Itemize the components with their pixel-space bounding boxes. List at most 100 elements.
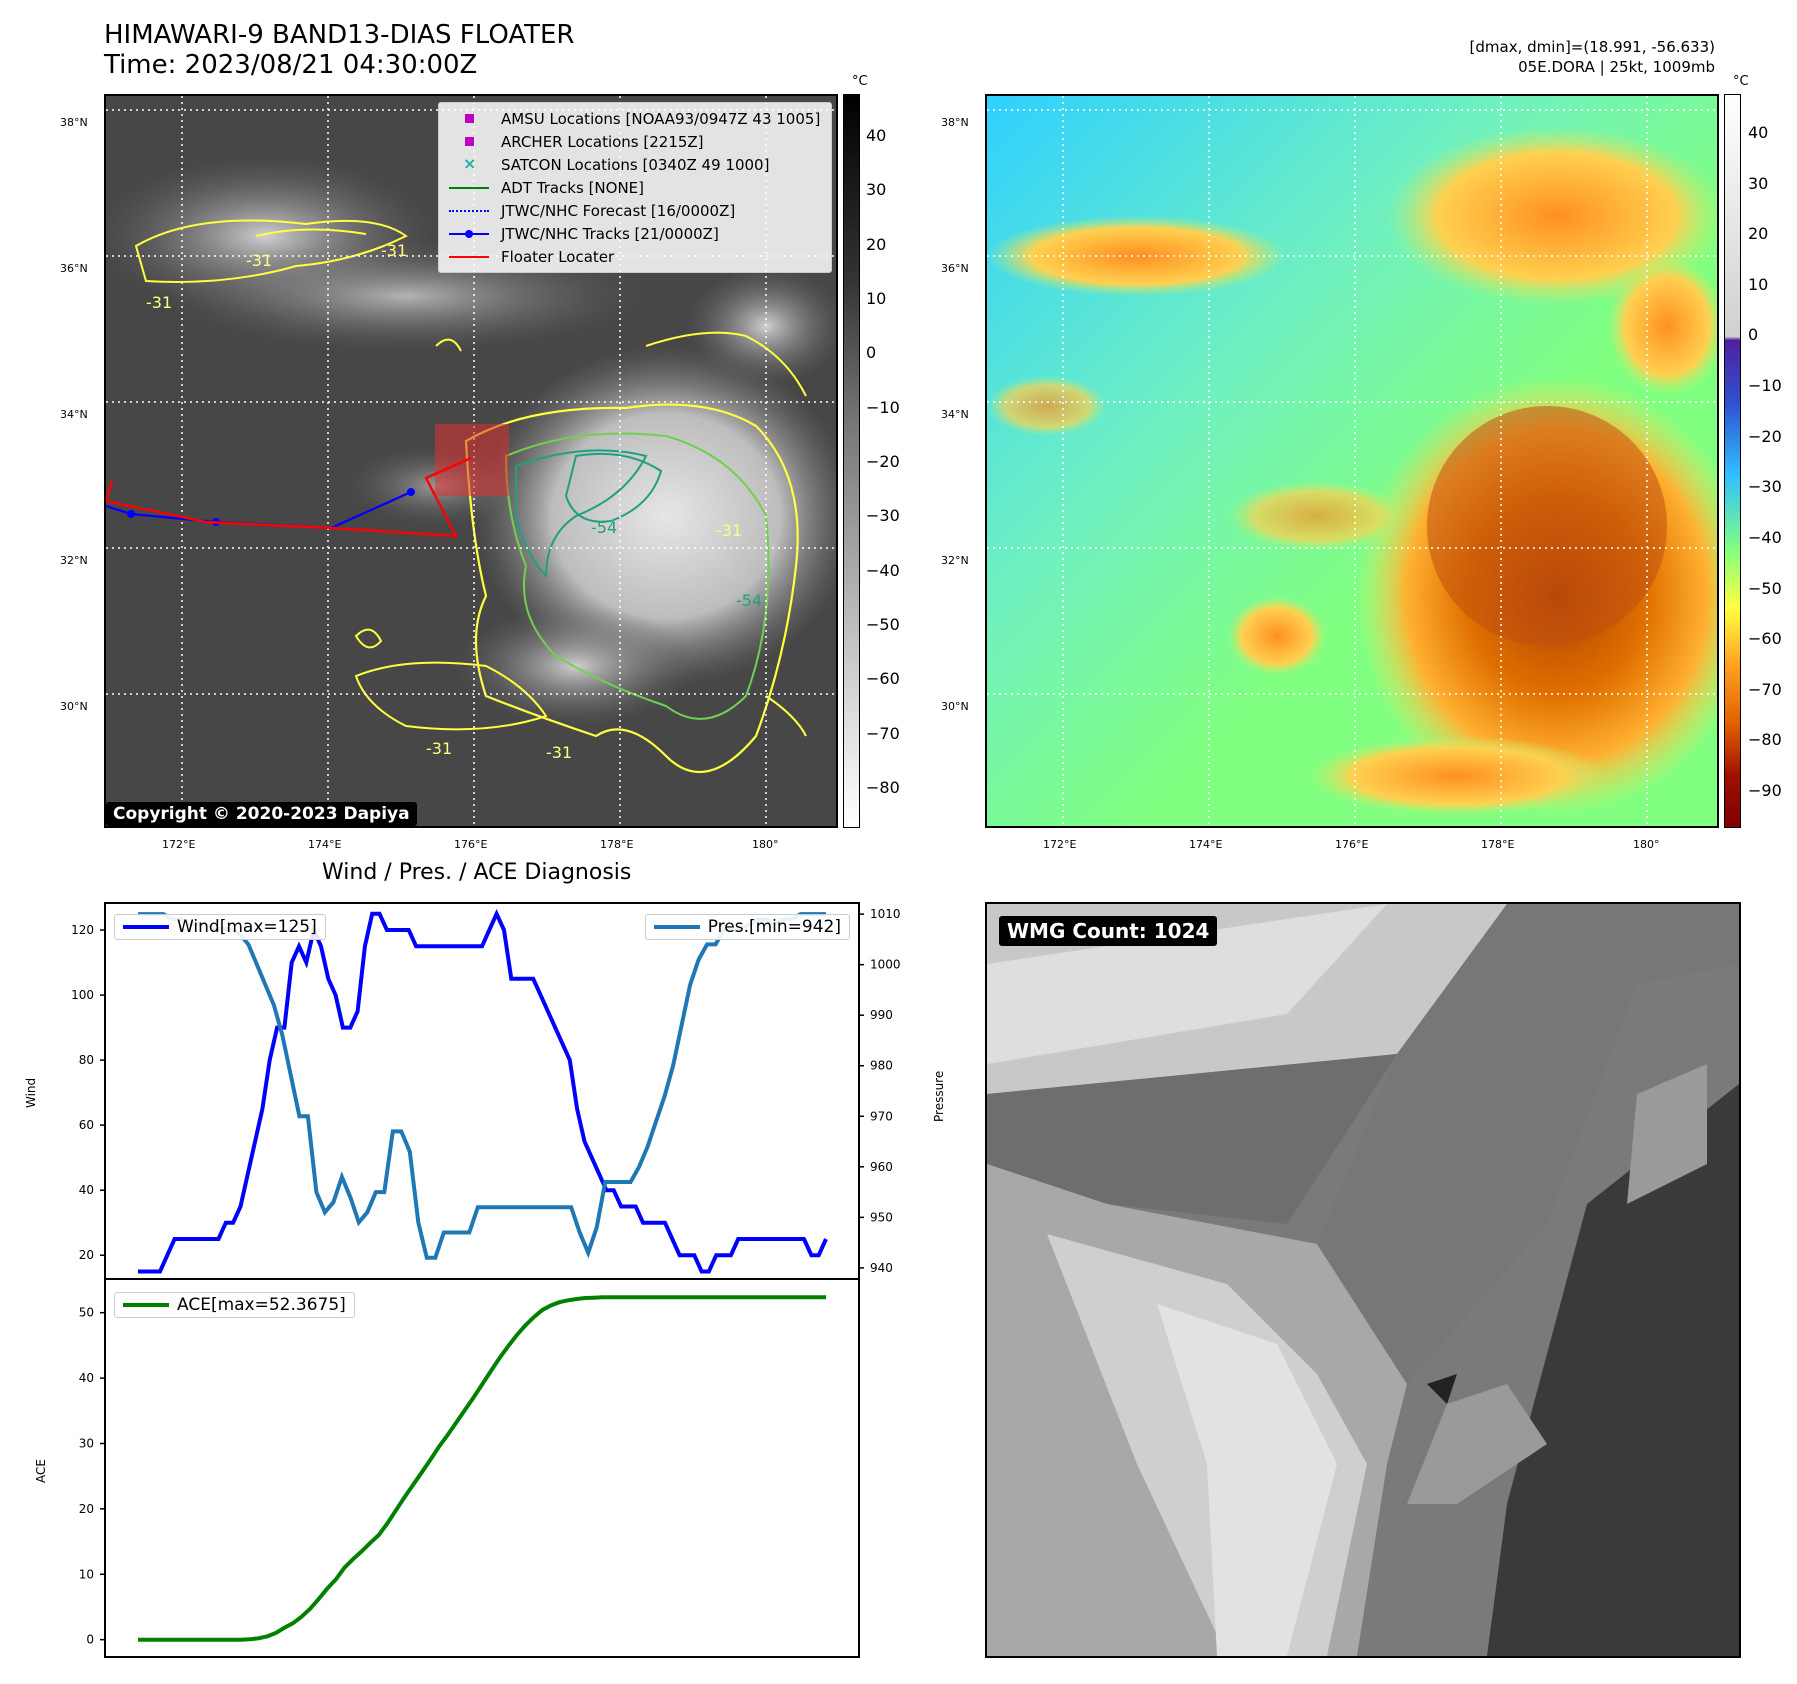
- line-icon: [653, 925, 700, 929]
- colorbar-tick-label: −20: [866, 452, 900, 471]
- lat-label: 34°N: [60, 408, 88, 421]
- wind-tick-label: 80: [79, 1053, 94, 1067]
- lat-label: 32°N: [941, 554, 969, 567]
- wind-tick-label: 60: [79, 1118, 94, 1132]
- lon-label: 178°E: [600, 838, 634, 851]
- pressure-legend-label: Pres.[min=942]: [707, 917, 841, 937]
- colorbar-tick-label: 30: [866, 180, 887, 200]
- contour-label: -31: [381, 241, 407, 260]
- contour-label: -54: [591, 518, 617, 537]
- legend-label: JTWC/NHC Forecast [16/0000Z]: [501, 201, 736, 220]
- lon-label: 176°E: [454, 838, 488, 851]
- lat-label: 32°N: [60, 554, 88, 567]
- colorbar-tick-label: 20: [866, 234, 887, 254]
- ace-legend-label: ACE[max=52.3675]: [177, 1295, 346, 1315]
- contour-storm-core: [515, 449, 648, 579]
- floater-locater-line: [106, 456, 472, 538]
- pressure-legend: Pres.[min=942]: [644, 914, 850, 940]
- legend-item-amsu: AMSU Locations [NOAA93/0947Z 43 1005]: [439, 107, 831, 130]
- contour-label: -31: [716, 521, 742, 540]
- wmg-panel: WMG Count: 1024: [985, 902, 1741, 1658]
- wind-legend-label: Wind[max=125]: [177, 917, 317, 937]
- ace-legend: ACE[max=52.3675]: [114, 1292, 355, 1318]
- pressure-tick-label: 950: [870, 1210, 893, 1224]
- pressure-tick-label: 940: [870, 1261, 893, 1275]
- legend-label: ARCHER Locations [2215Z]: [501, 132, 704, 151]
- line-icon: [123, 925, 169, 929]
- contour-label: -31: [426, 739, 452, 758]
- ace-tick-label: 0: [86, 1633, 94, 1647]
- color-colorbar: [1724, 94, 1741, 828]
- lat-label: 30°N: [941, 700, 969, 713]
- pressure-series-line: [138, 912, 826, 1260]
- jtwc-track-point: [127, 510, 135, 518]
- jtwc-track-point: [407, 488, 415, 496]
- page-time: Time: 2023/08/21 04:30:00Z: [104, 50, 478, 80]
- page-title: HIMAWARI-9 BAND13-DIAS FLOATER: [104, 20, 575, 50]
- dotted-line-icon: [449, 204, 489, 218]
- contour-storm-mid: [504, 432, 770, 720]
- legend-item-satcon: × SATCON Locations [0340Z 49 1000]: [439, 153, 831, 176]
- legend-label: AMSU Locations [NOAA93/0947Z 43 1005]: [501, 109, 821, 128]
- wind-tick-label: 120: [71, 923, 94, 937]
- line-icon: [123, 1303, 169, 1307]
- colorbar-tick-label: −50: [866, 615, 900, 635]
- colorbar-unit: °C: [852, 74, 868, 89]
- lat-label: 38°N: [60, 116, 88, 129]
- colorbar-unit: °C: [1733, 74, 1749, 89]
- ace-chart: 0 10 20 30 40 50 ACE[max=52.3675]: [79, 1278, 860, 1658]
- contour-label: -54: [736, 591, 762, 610]
- lat-label: 36°N: [60, 262, 88, 275]
- storm-cloud: [476, 346, 836, 686]
- x-marker-icon: ×: [463, 153, 477, 173]
- stats-label: [dmax, dmin]=(18.991, -56.633): [1469, 38, 1715, 56]
- line-dot-icon: [449, 227, 489, 241]
- diagnosis-title: Wind / Pres. / ACE Diagnosis: [322, 860, 632, 885]
- colorbar-tick-label: −30: [866, 506, 900, 526]
- floater-box: [435, 424, 509, 496]
- colorbar-tick-label: −40: [866, 560, 900, 580]
- colorbar-tick-label: −30: [1748, 477, 1782, 497]
- square-marker-icon: [449, 135, 489, 149]
- lon-label: 180°: [752, 838, 779, 851]
- wmg-dark-region: [1487, 1084, 1739, 1656]
- colorbar-tick-label: −10: [866, 397, 900, 417]
- colorbar-tick-label: −50: [1748, 578, 1782, 598]
- wind-tick-label: 100: [71, 988, 94, 1002]
- legend-label: Floater Locater: [501, 247, 615, 266]
- colorbar-tick-label: −80: [866, 778, 900, 798]
- legend-label: ADT Tracks [NONE]: [501, 178, 645, 197]
- ace-tick-label: 10: [79, 1567, 94, 1581]
- contour-label: -31: [246, 251, 272, 270]
- pressure-tick-label: 970: [870, 1109, 893, 1123]
- enhanced-map: [985, 94, 1719, 828]
- wind-series-line: [138, 908, 828, 1274]
- wind-tick-label: 40: [79, 1183, 94, 1197]
- lat-label: 34°N: [941, 408, 969, 421]
- legend-item-forecast: JTWC/NHC Forecast [16/0000Z]: [439, 199, 831, 222]
- lon-label: 178°E: [1481, 838, 1515, 851]
- colorbar-tick-label: 0: [1748, 325, 1759, 345]
- colorbar-tick-label: 20: [1748, 224, 1769, 244]
- wind-axis-label: Wind: [24, 1077, 38, 1108]
- square-marker-icon: [449, 112, 489, 126]
- colorbar-tick-label: −10: [1748, 376, 1782, 396]
- ace-tick-label: 20: [79, 1502, 94, 1516]
- legend-label: SATCON Locations [0340Z 49 1000]: [501, 155, 770, 174]
- colorbar-tick-label: −60: [1748, 629, 1782, 649]
- ace-axis-label: ACE: [34, 1459, 48, 1483]
- lon-label: 174°E: [308, 838, 342, 851]
- colorbar-tick-label: −70: [1748, 679, 1782, 699]
- lat-label: 36°N: [941, 262, 969, 275]
- pressure-tick-label: 1000: [870, 958, 901, 972]
- contour-label: -31: [146, 293, 172, 312]
- pressure-tick-label: 980: [870, 1059, 893, 1073]
- lon-label: 176°E: [1335, 838, 1369, 851]
- line-icon: [449, 250, 489, 264]
- lon-label: 180°: [1633, 838, 1660, 851]
- wmg-count-badge: WMG Count: 1024: [999, 916, 1218, 946]
- ace-tick-label: 30: [79, 1436, 94, 1450]
- colorbar-tick-label: −70: [866, 723, 900, 743]
- lat-label: 38°N: [941, 116, 969, 129]
- contour-storm-outer: [464, 403, 799, 773]
